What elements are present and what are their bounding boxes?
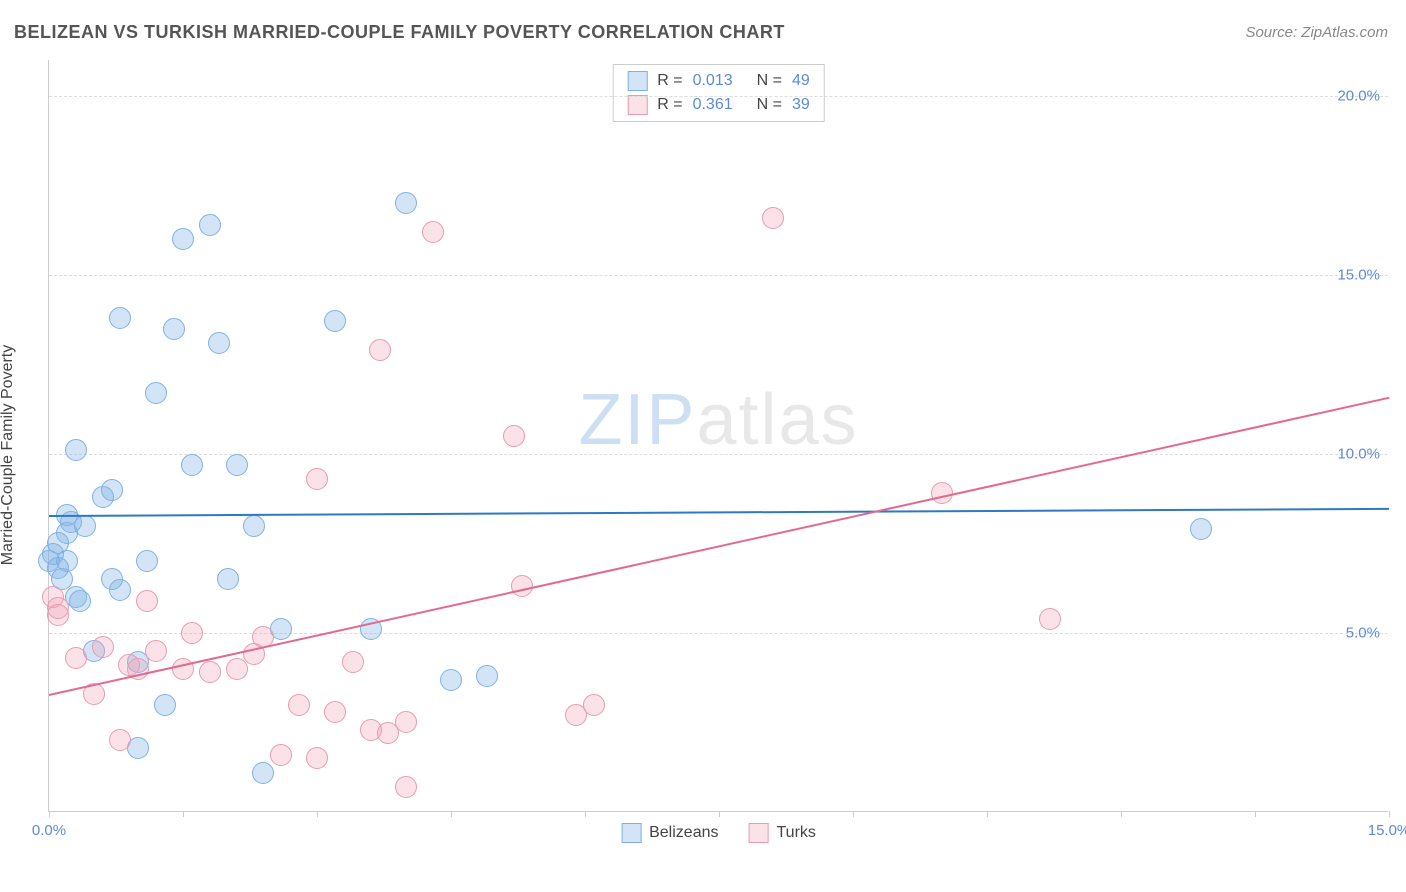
scatter-point: [395, 711, 417, 733]
scatter-point: [583, 694, 605, 716]
trend-line: [49, 397, 1389, 696]
scatter-point: [395, 192, 417, 214]
scatter-point: [226, 454, 248, 476]
scatter-point: [172, 658, 194, 680]
scatter-point: [503, 425, 525, 447]
scatter-point: [440, 669, 462, 691]
x-tick-mark: [1121, 811, 1122, 817]
scatter-point: [74, 515, 96, 537]
scatter-point: [65, 439, 87, 461]
scatter-point: [217, 568, 239, 590]
series-legend: Belizeans Turks: [621, 823, 816, 843]
legend-item: Turks: [748, 823, 815, 843]
r-value: 0.013: [693, 72, 733, 90]
n-value: 39: [792, 96, 810, 114]
chart-title: BELIZEAN VS TURKISH MARRIED-COUPLE FAMIL…: [14, 22, 785, 43]
trend-line: [49, 508, 1389, 517]
scatter-point: [181, 454, 203, 476]
scatter-point: [324, 310, 346, 332]
n-value: 49: [792, 72, 810, 90]
y-tick-label: 15.0%: [1337, 266, 1380, 283]
scatter-point: [69, 590, 91, 612]
scatter-point: [762, 207, 784, 229]
scatter-point: [47, 604, 69, 626]
legend-item: Belizeans: [621, 823, 718, 843]
gridline: [49, 275, 1388, 276]
scatter-point: [136, 550, 158, 572]
scatter-point: [306, 747, 328, 769]
plot-area: ZIPatlas R =0.013N =49R =0.361N =39 Beli…: [48, 60, 1388, 812]
scatter-point: [109, 307, 131, 329]
scatter-point: [145, 382, 167, 404]
scatter-point: [92, 636, 114, 658]
watermark-part2: atlas: [696, 380, 858, 460]
scatter-point: [422, 221, 444, 243]
y-tick-label: 5.0%: [1346, 624, 1380, 641]
scatter-point: [243, 515, 265, 537]
x-tick-mark: [1389, 811, 1390, 817]
scatter-point: [65, 647, 87, 669]
chart-container: BELIZEAN VS TURKISH MARRIED-COUPLE FAMIL…: [0, 0, 1406, 892]
x-tick-mark: [317, 811, 318, 817]
watermark: ZIPatlas: [578, 379, 858, 461]
scatter-point: [226, 658, 248, 680]
scatter-point: [324, 701, 346, 723]
x-tick-mark: [1255, 811, 1256, 817]
r-label: R =: [657, 96, 682, 114]
r-label: R =: [657, 72, 682, 90]
scatter-point: [154, 694, 176, 716]
blue-swatch-icon: [627, 71, 647, 91]
scatter-point: [199, 661, 221, 683]
scatter-point: [172, 228, 194, 250]
gridline: [49, 633, 1388, 634]
scatter-point: [1039, 608, 1061, 630]
gridline: [49, 96, 1388, 97]
blue-swatch-icon: [621, 823, 641, 843]
scatter-point: [56, 550, 78, 572]
scatter-point: [342, 651, 364, 673]
scatter-point: [101, 479, 123, 501]
scatter-point: [1190, 518, 1212, 540]
scatter-point: [288, 694, 310, 716]
pink-swatch-icon: [627, 95, 647, 115]
y-axis-label: Married-Couple Family Poverty: [0, 345, 17, 566]
scatter-point: [369, 339, 391, 361]
x-tick-mark: [451, 811, 452, 817]
correlation-stats-box: R = 0.013 N = 49 R = 0.361 N = 39: [612, 64, 825, 122]
r-value: 0.361: [693, 96, 733, 114]
n-label: N =: [757, 96, 782, 114]
source-attribution: Source: ZipAtlas.com: [1245, 24, 1388, 41]
scatter-point: [270, 744, 292, 766]
stats-row: R = 0.013 N = 49: [613, 69, 824, 93]
y-tick-label: 10.0%: [1337, 445, 1380, 462]
legend-label: Belizeans: [649, 824, 718, 842]
scatter-point: [109, 729, 131, 751]
x-tick-mark: [719, 811, 720, 817]
scatter-point: [145, 640, 167, 662]
scatter-point: [476, 665, 498, 687]
gridline: [49, 454, 1388, 455]
y-tick-label: 20.0%: [1337, 87, 1380, 104]
x-tick-mark: [853, 811, 854, 817]
x-tick-mark: [585, 811, 586, 817]
pink-swatch-icon: [748, 823, 768, 843]
x-tick-label: 15.0%: [1368, 822, 1406, 839]
legend-label: Turks: [776, 824, 815, 842]
x-tick-mark: [49, 811, 50, 817]
scatter-point: [199, 214, 221, 236]
x-tick-mark: [987, 811, 988, 817]
scatter-point: [395, 776, 417, 798]
scatter-point: [181, 622, 203, 644]
scatter-point: [109, 579, 131, 601]
x-tick-mark: [183, 811, 184, 817]
scatter-point: [163, 318, 185, 340]
scatter-point: [252, 762, 274, 784]
scatter-point: [208, 332, 230, 354]
scatter-point: [306, 468, 328, 490]
x-tick-label: 0.0%: [32, 822, 66, 839]
watermark-part1: ZIP: [578, 380, 696, 460]
scatter-point: [136, 590, 158, 612]
n-label: N =: [757, 72, 782, 90]
